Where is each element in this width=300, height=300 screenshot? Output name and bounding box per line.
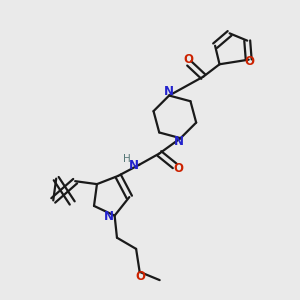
Text: O: O — [135, 270, 145, 283]
Text: N: N — [129, 159, 139, 172]
Text: N: N — [104, 210, 114, 223]
Text: N: N — [164, 85, 174, 98]
Text: H: H — [123, 154, 131, 164]
Text: N: N — [174, 135, 184, 148]
Text: O: O — [244, 55, 254, 68]
Text: O: O — [173, 162, 183, 175]
Text: O: O — [183, 53, 193, 66]
